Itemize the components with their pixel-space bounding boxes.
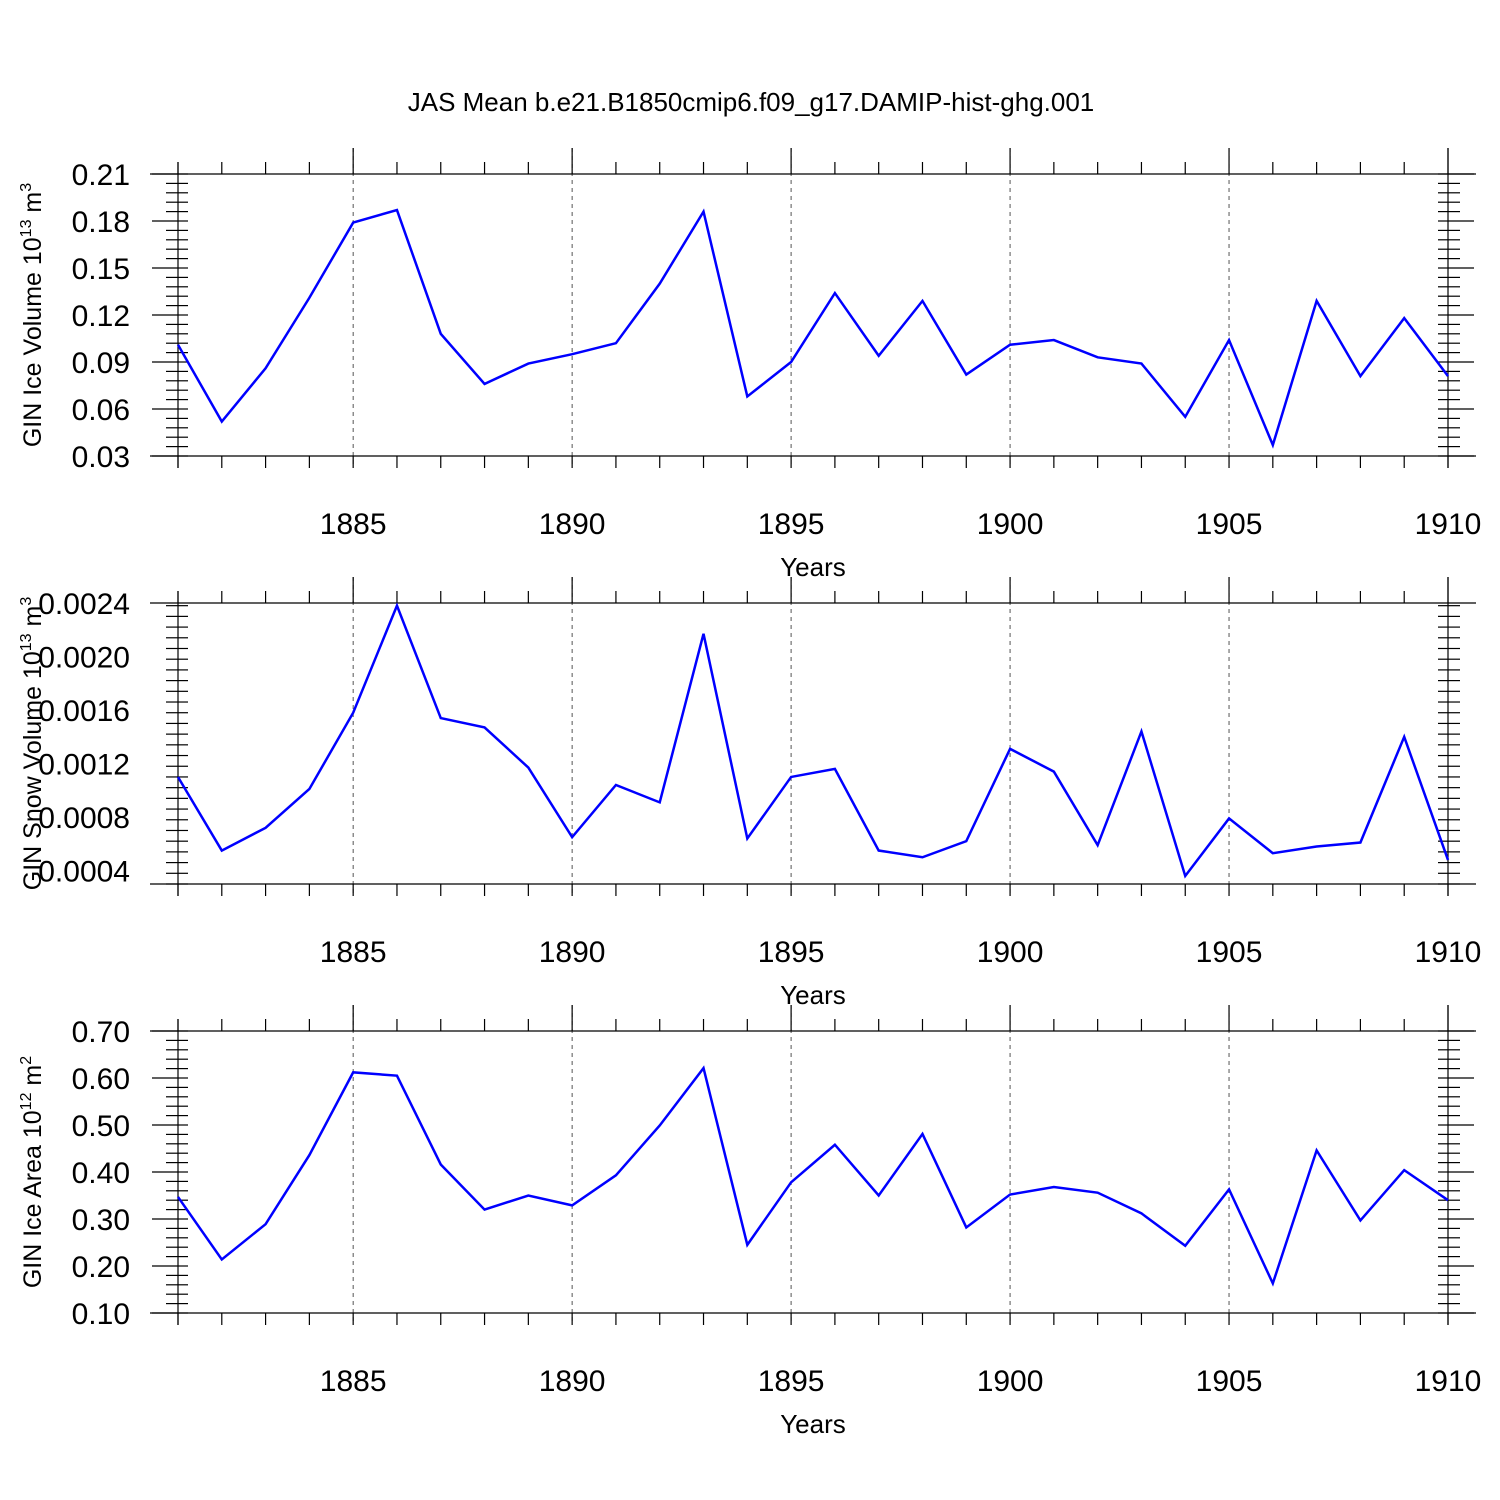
y-tick-label: 0.50 — [72, 1110, 130, 1143]
y-tick-label: 0.06 — [72, 394, 130, 427]
y-tick-label: 0.0012 — [38, 749, 130, 782]
x-tick-label: 1900 — [977, 936, 1044, 969]
x-axis-label: Years — [780, 980, 846, 1010]
y-tick-label: 0.03 — [72, 441, 130, 474]
x-tick-label: 1885 — [320, 1365, 387, 1398]
y-tick-label: 0.60 — [72, 1063, 130, 1096]
x-axis-label: Years — [780, 1409, 846, 1439]
x-tick-label: 1900 — [977, 508, 1044, 541]
y-tick-label: 0.0016 — [38, 695, 130, 728]
y-tick-label: 0.0008 — [38, 802, 130, 835]
panel-snow-volume: 1885 1890 1895 1900 1905 1910 0.0004 0.0008 0.00… — [18, 577, 1481, 1010]
x-tick-label: 1910 — [1415, 508, 1482, 541]
y-tick-label: 0.20 — [72, 1251, 130, 1284]
y-tick-label: 0.0020 — [38, 642, 130, 675]
y-tick-label: 0.0024 — [38, 588, 130, 621]
y-tick-label: 0.18 — [72, 206, 130, 239]
panel-ice-volume: 1885 1890 1895 1900 1905 1910 0.03 0.06 0.09 0.12… — [18, 148, 1481, 582]
y-tick-label: 0.40 — [72, 1157, 130, 1190]
y-tick-label: 0.10 — [72, 1298, 130, 1331]
y-tick-label: 0.09 — [72, 347, 130, 380]
y-tick-label: 0.0004 — [38, 856, 130, 889]
y-tick-label: 0.21 — [72, 159, 130, 192]
y-tick-label: 0.15 — [72, 253, 130, 286]
y-axis-label: GIN Ice Volume 1013 m3 — [18, 183, 47, 447]
x-tick-label: 1890 — [539, 1365, 606, 1398]
y-tick-label: 0.70 — [72, 1016, 130, 1049]
x-tick-label: 1905 — [1196, 508, 1263, 541]
series-line-ice-area — [176, 1065, 1449, 1287]
x-tick-label: 1895 — [758, 508, 825, 541]
y-axis-label: GIN Snow Volume 1013 m3 — [18, 597, 47, 891]
y-tick-label: 0.30 — [72, 1204, 130, 1237]
x-tick-label: 1890 — [539, 936, 606, 969]
x-tick-label: 1895 — [758, 1365, 825, 1398]
x-tick-label: 1905 — [1196, 1365, 1263, 1398]
x-tick-label: 1885 — [320, 936, 387, 969]
x-tick-label: 1910 — [1415, 936, 1482, 969]
x-tick-label: 1900 — [977, 1365, 1044, 1398]
x-tick-label: 1910 — [1415, 1365, 1482, 1398]
series-line-ice-volume — [176, 208, 1449, 449]
x-tick-label: 1905 — [1196, 936, 1263, 969]
panel-ice-area: 1885 1890 1895 1900 1905 1910 0.10 0.20 0.30 0.40… — [18, 1005, 1481, 1439]
figure-title: JAS Mean b.e21.B1850cmip6.f09_g17.DAMIP-… — [408, 87, 1095, 117]
x-axis-label: Years — [780, 552, 846, 582]
y-axis-label: GIN Ice Area 1012 m2 — [18, 1056, 47, 1288]
y-tick-label: 0.12 — [72, 300, 130, 333]
x-tick-label: 1895 — [758, 936, 825, 969]
x-tick-label: 1890 — [539, 508, 606, 541]
series-line-snow-volume — [176, 602, 1450, 879]
x-tick-label: 1885 — [320, 508, 387, 541]
